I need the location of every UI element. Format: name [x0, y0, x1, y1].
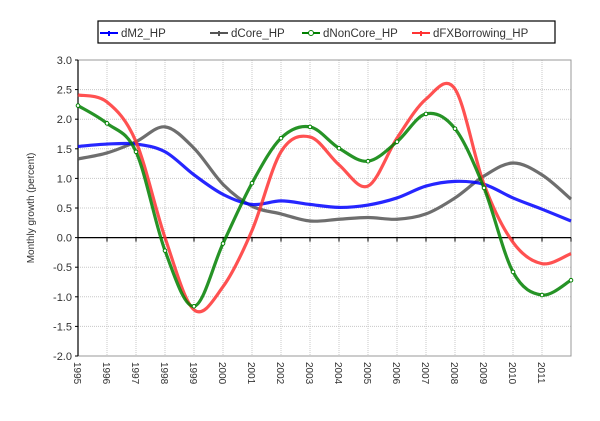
data-point-dnoncore-hp	[278, 135, 284, 141]
series-line-dfxborrowing-hp	[77, 81, 572, 314]
x-tick-label: 2005	[361, 362, 372, 385]
y-tick-label: 0.0	[57, 233, 72, 245]
x-tick-label: 1997	[129, 362, 140, 385]
series-group	[75, 81, 574, 314]
data-point-dnoncore-hp	[133, 149, 139, 155]
x-tick-label: 2010	[506, 362, 517, 385]
legend-label: dNonCore_HP	[323, 28, 398, 40]
series-line-dm2-hp	[77, 141, 572, 223]
x-tick-label: 2004	[332, 362, 343, 385]
x-tick-label: 2007	[419, 362, 430, 385]
x-tick-label: 1999	[187, 362, 198, 385]
x-tick-label: 2003	[303, 362, 314, 385]
x-tick-label: 2006	[390, 362, 401, 385]
data-point-dnoncore-hp	[220, 241, 226, 246]
x-tick-label: 2002	[274, 362, 285, 385]
y-axis-label: Monthly growth (percent)	[26, 153, 37, 264]
series-line-dcore-hp	[77, 125, 573, 223]
legend-marker	[308, 30, 314, 36]
y-tick-label: 2.0	[57, 114, 72, 126]
y-tick-label: 0.5	[57, 203, 72, 215]
data-point-dnoncore-hp	[104, 121, 110, 126]
y-tick-labels: 3.0 2.5 2.0 1.5 1.0 0.5 0.0 -0.5 -1.0 -1.5 -2.0	[53, 55, 72, 363]
data-point-dnoncore-hp	[481, 185, 487, 191]
legend-label: dM2_HP	[121, 28, 166, 40]
data-point-dnoncore-hp	[365, 158, 371, 164]
legend-label: dCore_HP	[231, 28, 285, 40]
x-tick-label: 2000	[216, 362, 227, 385]
legend-label: dFXBorrowing_HP	[433, 28, 529, 40]
y-tick-label: 1.0	[57, 173, 72, 185]
x-tick-labels: 1995 1996 1997 1998 1999 2000 2001 2002 2003 2004…	[71, 362, 546, 385]
data-point-dnoncore-hp	[510, 269, 516, 275]
legend-box	[97, 20, 556, 44]
y-tick-label: 3.0	[57, 55, 72, 67]
x-tick-label: 2001	[245, 362, 256, 385]
legend: dM2_HP dCore_HP dNonCore_HP dFXBorrowing_HP	[97, 20, 556, 44]
data-point-dnoncore-hp	[423, 111, 429, 117]
x-tick-label: 1995	[71, 362, 82, 385]
data-point-dnoncore-hp	[568, 277, 574, 283]
y-tick-label: -2.0	[53, 351, 72, 363]
data-point-dnoncore-hp	[162, 248, 168, 253]
y-tick-label: 1.5	[57, 144, 72, 156]
x-tick-label: 1998	[158, 362, 169, 385]
data-point-dnoncore-hp	[452, 126, 458, 131]
y-tick-label: 2.5	[57, 85, 72, 97]
x-tick-label: 2008	[448, 362, 459, 385]
data-point-dnoncore-hp	[307, 124, 313, 130]
data-point-dnoncore-hp	[539, 292, 545, 298]
y-tick-label: -1.5	[53, 321, 72, 333]
data-point-dnoncore-hp	[249, 180, 255, 186]
x-tick-label: 1996	[100, 362, 111, 385]
x-tick-label: 2009	[477, 362, 488, 385]
data-point-dnoncore-hp	[75, 103, 81, 108]
data-point-dnoncore-hp	[394, 139, 400, 144]
data-point-dnoncore-hp	[336, 145, 342, 151]
y-tick-label: -1.0	[53, 292, 72, 304]
data-point-dnoncore-hp	[191, 303, 197, 309]
x-tick-label: 2011	[535, 362, 546, 384]
y-tick-label: -0.5	[53, 262, 72, 274]
series-line-dnoncore-hp	[77, 104, 572, 308]
